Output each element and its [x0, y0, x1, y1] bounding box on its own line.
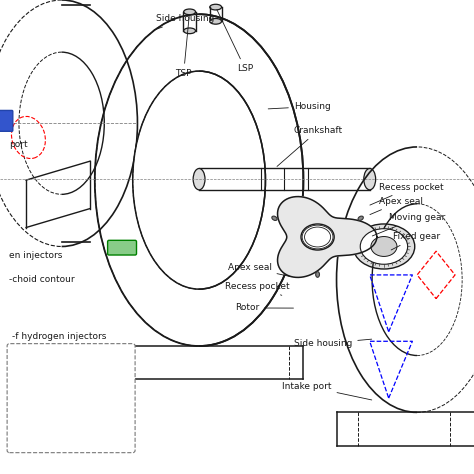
- Ellipse shape: [316, 272, 319, 277]
- Text: Rotor: Rotor: [235, 303, 293, 312]
- Text: Side housing: Side housing: [155, 14, 215, 30]
- Ellipse shape: [133, 71, 265, 289]
- Ellipse shape: [183, 28, 196, 34]
- Ellipse shape: [353, 224, 415, 269]
- Text: TSP: TSP: [175, 15, 192, 78]
- Ellipse shape: [210, 18, 222, 24]
- Polygon shape: [278, 197, 377, 277]
- Text: port: port: [9, 140, 28, 149]
- Ellipse shape: [183, 9, 196, 15]
- Ellipse shape: [364, 169, 375, 190]
- Text: LSP: LSP: [217, 9, 253, 73]
- Text: Housing: Housing: [268, 102, 331, 111]
- Text: Apex seal: Apex seal: [228, 263, 291, 277]
- Text: Recess pocket: Recess pocket: [225, 282, 290, 295]
- FancyBboxPatch shape: [7, 344, 135, 453]
- Ellipse shape: [371, 237, 397, 256]
- Text: Fixed gear: Fixed gear: [391, 232, 440, 250]
- Ellipse shape: [301, 224, 334, 250]
- Ellipse shape: [358, 216, 364, 220]
- Text: en injectors: en injectors: [9, 251, 63, 260]
- Ellipse shape: [272, 216, 277, 220]
- FancyBboxPatch shape: [108, 240, 137, 255]
- Text: -f hydrogen injectors: -f hydrogen injectors: [12, 332, 106, 341]
- Ellipse shape: [360, 229, 408, 264]
- Ellipse shape: [95, 14, 303, 346]
- FancyBboxPatch shape: [0, 110, 13, 131]
- Text: Moving gear: Moving gear: [372, 213, 445, 236]
- Ellipse shape: [193, 169, 205, 190]
- Ellipse shape: [210, 4, 222, 10]
- Text: -choid contour: -choid contour: [9, 275, 75, 284]
- Text: Crankshaft: Crankshaft: [277, 126, 343, 166]
- Text: Apex seal: Apex seal: [370, 197, 423, 215]
- Text: Side housing: Side housing: [294, 339, 372, 348]
- Text: Intake port: Intake port: [282, 382, 372, 400]
- Text: Recess pocket: Recess pocket: [370, 182, 444, 205]
